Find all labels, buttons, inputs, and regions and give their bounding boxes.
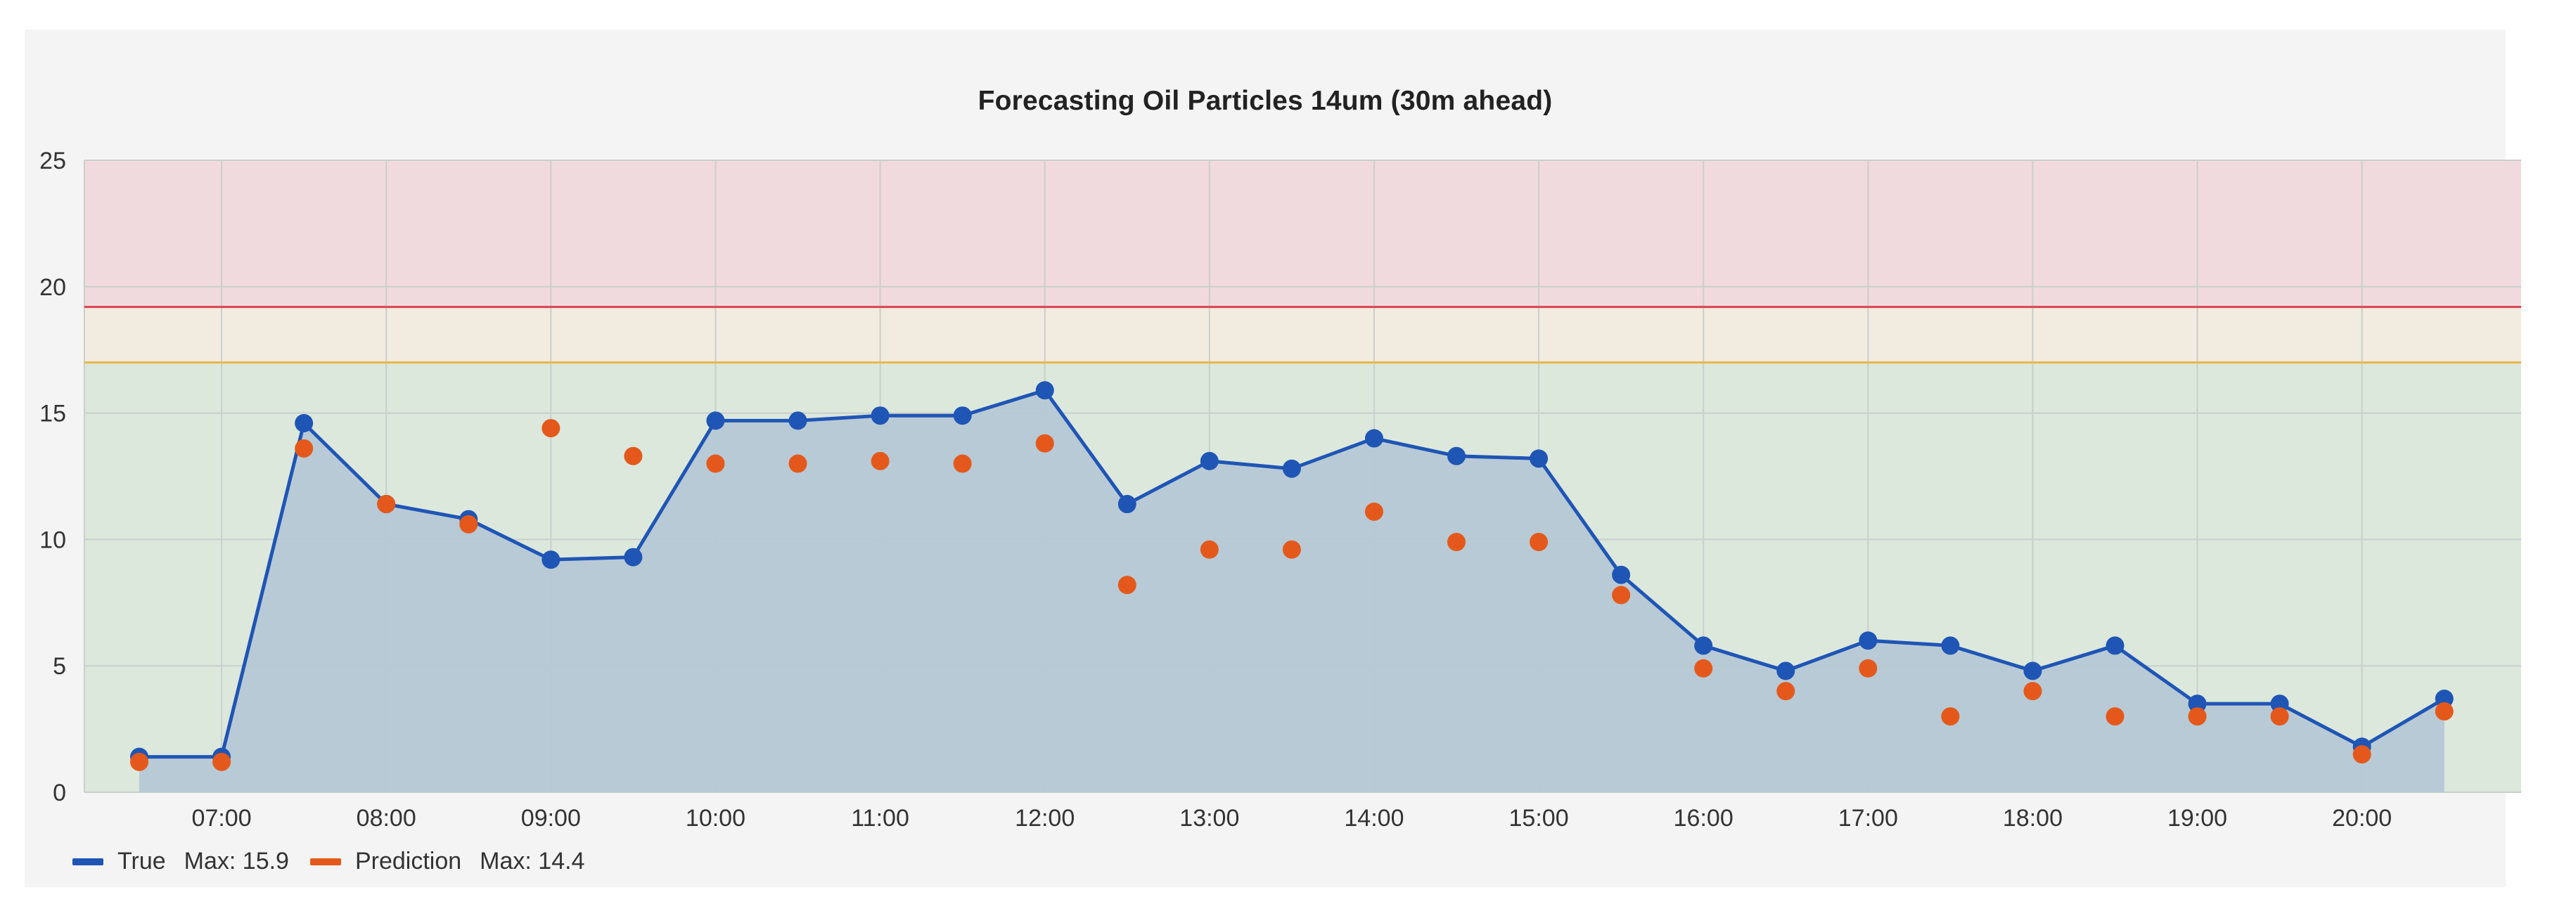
x-tick-label: 16:00 bbox=[1674, 805, 1734, 832]
true-point bbox=[953, 406, 972, 425]
prediction-point bbox=[1694, 659, 1713, 678]
true-point bbox=[542, 550, 560, 569]
prediction-point bbox=[1776, 682, 1795, 701]
prediction-point bbox=[1859, 659, 1878, 678]
prediction-point bbox=[2023, 682, 2042, 701]
prediction-point bbox=[2270, 707, 2289, 726]
legend: True Max: 15.9 Prediction Max: 14.4 bbox=[72, 848, 605, 875]
legend-max-prediction: Max: 14.4 bbox=[480, 848, 585, 874]
true-point bbox=[1776, 661, 1795, 680]
true-point bbox=[788, 411, 807, 430]
prediction-point bbox=[2352, 745, 2371, 764]
y-tick-label: 25 bbox=[39, 148, 66, 174]
prediction-point bbox=[1941, 707, 1960, 726]
prediction-point bbox=[377, 495, 396, 514]
legend-max-true: Max: 15.9 bbox=[184, 848, 289, 874]
true-point bbox=[295, 413, 314, 432]
true-point bbox=[1859, 631, 1878, 650]
threshold-band-1 bbox=[84, 306, 2521, 363]
prediction-point bbox=[1035, 434, 1054, 453]
chart-title: Forecasting Oil Particles 14um (30m ahea… bbox=[978, 86, 1553, 116]
y-tick-label: 15 bbox=[39, 401, 66, 427]
true-point bbox=[1117, 495, 1136, 514]
true-point bbox=[706, 411, 725, 430]
x-tick-label: 08:00 bbox=[357, 805, 416, 832]
x-tick-label: 07:00 bbox=[192, 805, 252, 832]
threshold-band-2 bbox=[84, 160, 2521, 307]
true-point bbox=[2270, 695, 2289, 714]
true-point bbox=[2106, 636, 2125, 655]
true-point bbox=[2435, 689, 2454, 708]
true-point bbox=[624, 548, 643, 567]
legend-item-prediction[interactable]: Prediction Max: 14.4 bbox=[309, 848, 585, 875]
prediction-point bbox=[295, 439, 314, 458]
true-point bbox=[1364, 429, 1383, 448]
prediction-point bbox=[1364, 502, 1383, 521]
legend-swatch-prediction bbox=[309, 858, 341, 865]
prediction-point bbox=[1530, 532, 1549, 551]
x-tick-label: 11:00 bbox=[851, 805, 909, 832]
true-point bbox=[1035, 381, 1054, 400]
x-tick-label: 19:00 bbox=[2167, 805, 2227, 832]
y-tick-label: 5 bbox=[53, 653, 66, 680]
prediction-point bbox=[2188, 707, 2207, 726]
prediction-point bbox=[1447, 532, 1466, 551]
x-tick-label: 20:00 bbox=[2332, 805, 2392, 832]
true-point bbox=[1941, 636, 1960, 655]
x-tick-label: 09:00 bbox=[521, 805, 581, 832]
series-true-area bbox=[139, 390, 2444, 792]
true-point bbox=[871, 406, 890, 425]
legend-label-prediction: Prediction bbox=[354, 848, 462, 874]
y-tick-label: 0 bbox=[53, 780, 66, 806]
prediction-point bbox=[2106, 707, 2125, 726]
x-tick-label: 17:00 bbox=[1838, 805, 1898, 832]
prediction-point bbox=[1200, 540, 1219, 559]
prediction-point bbox=[459, 515, 478, 534]
prediction-point bbox=[706, 454, 725, 473]
x-tick-label: 13:00 bbox=[1179, 805, 1239, 832]
prediction-point bbox=[788, 454, 807, 473]
true-point bbox=[1282, 459, 1301, 478]
prediction-point bbox=[542, 419, 560, 438]
true-point bbox=[2023, 661, 2042, 680]
legend-item-true[interactable]: True Max: 15.9 bbox=[72, 848, 289, 875]
true-point bbox=[2188, 695, 2207, 714]
prediction-point bbox=[2435, 702, 2454, 721]
x-tick-label: 18:00 bbox=[2003, 805, 2063, 832]
true-point bbox=[1530, 449, 1549, 468]
prediction-point bbox=[1612, 586, 1631, 605]
prediction-point bbox=[953, 454, 972, 473]
prediction-point bbox=[1282, 540, 1301, 559]
y-tick-label: 20 bbox=[39, 274, 66, 301]
legend-swatch-true bbox=[72, 858, 103, 865]
true-point bbox=[1200, 451, 1219, 470]
x-tick-label: 12:00 bbox=[1015, 805, 1075, 832]
prediction-point bbox=[871, 451, 890, 470]
x-tick-label: 14:00 bbox=[1344, 805, 1404, 832]
x-tick-label: 15:00 bbox=[1509, 805, 1569, 832]
prediction-point bbox=[212, 752, 231, 771]
prediction-point bbox=[624, 446, 643, 465]
legend-label-true: True bbox=[117, 848, 166, 874]
true-point bbox=[1447, 446, 1466, 465]
y-tick-label: 10 bbox=[39, 527, 66, 553]
x-tick-label: 10:00 bbox=[686, 805, 745, 832]
prediction-point bbox=[1117, 576, 1136, 595]
prediction-point bbox=[130, 752, 149, 771]
true-point bbox=[1612, 565, 1631, 584]
true-point bbox=[1694, 636, 1713, 655]
